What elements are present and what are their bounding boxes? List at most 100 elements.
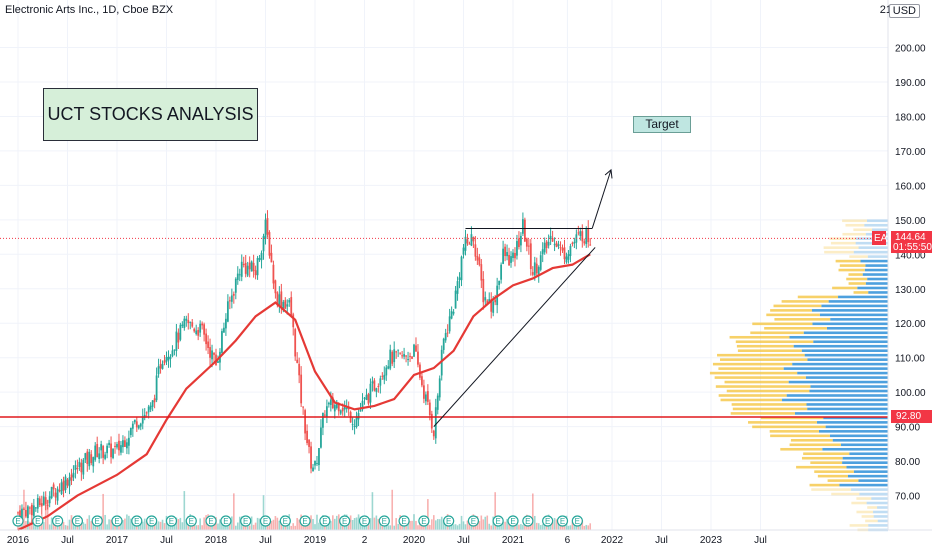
- candle-body: [337, 403, 340, 412]
- earnings-icon: [220, 515, 232, 527]
- candle-body: [361, 400, 364, 410]
- volume-bar: [494, 492, 496, 530]
- candle-body: [567, 254, 570, 260]
- volume-bar: [272, 519, 275, 530]
- candle-body: [409, 355, 411, 357]
- volume-bar: [569, 525, 572, 530]
- volume-profile-down: [846, 277, 868, 281]
- candle-body: [428, 402, 431, 416]
- candle-body: [94, 445, 97, 460]
- volume-bar: [143, 518, 146, 530]
- volume-profile-up: [867, 255, 888, 258]
- volume-profile-up: [783, 367, 888, 370]
- volume-profile-down: [718, 367, 784, 370]
- countdown: 01:55:50: [893, 242, 932, 253]
- volume-bar: [137, 524, 140, 530]
- candle-body: [108, 442, 110, 445]
- volume-profile-up: [862, 273, 888, 276]
- volume-profile-up: [846, 465, 888, 469]
- time-tick: 2020: [403, 535, 426, 546]
- volume-bar: [458, 523, 461, 530]
- volume-bar: [193, 522, 196, 530]
- candle-body: [288, 300, 291, 303]
- time-tick: 2023: [700, 535, 723, 546]
- volume-profile-down: [848, 282, 866, 285]
- volume-profile-up: [873, 510, 888, 514]
- volume-bar: [549, 523, 552, 530]
- volume-profile-down: [817, 474, 848, 478]
- candle-body: [488, 299, 491, 302]
- target-arrow: [591, 169, 612, 229]
- volume-bar: [250, 516, 253, 530]
- volume-profile-down: [810, 461, 843, 464]
- volume-profile-down: [770, 309, 812, 312]
- earnings-letter: E: [114, 517, 119, 526]
- volume-profile-down: [797, 295, 839, 299]
- price-tick: 150.00: [895, 216, 926, 227]
- candle-body: [19, 510, 21, 520]
- candle-body: [203, 324, 206, 335]
- candle-body: [139, 423, 142, 427]
- candle-body: [476, 256, 479, 261]
- volume-profile-down: [770, 434, 830, 438]
- candle-body: [112, 448, 114, 459]
- target-label[interactable]: Target: [633, 116, 691, 133]
- candle-body: [179, 324, 182, 340]
- volume-bar: [225, 523, 227, 530]
- candle-body: [375, 388, 378, 392]
- candle-body: [34, 507, 37, 509]
- candle-body: [264, 219, 267, 239]
- candle-body: [484, 297, 487, 301]
- candle-body: [565, 256, 568, 263]
- candle-body: [581, 231, 584, 242]
- volume-bar: [464, 524, 467, 530]
- volume-bar: [436, 519, 439, 530]
- volume-profile-down: [796, 465, 847, 469]
- earnings-icon: [131, 515, 143, 527]
- analysis-label-box[interactable]: UCT STOCKS ANALYSIS: [43, 88, 258, 141]
- candle-body: [195, 330, 198, 335]
- volume-profile-down: [729, 335, 790, 339]
- time-tick: Jul: [160, 535, 173, 546]
- candle-body: [508, 255, 510, 266]
- volume-bar: [274, 516, 277, 530]
- candle-body: [314, 460, 316, 466]
- volume-bar: [312, 519, 314, 530]
- volume-bar: [147, 524, 150, 530]
- volume-bar: [314, 524, 316, 530]
- candle-body: [448, 316, 451, 332]
- earnings-letter: E: [342, 517, 347, 526]
- candle-body: [173, 349, 176, 351]
- volume-bar: [490, 525, 493, 530]
- earnings-icon: [556, 515, 569, 527]
- volume-profile-up: [811, 309, 888, 312]
- earnings-icon: [467, 515, 479, 527]
- earnings-icon: [507, 515, 519, 527]
- volume-bar: [130, 518, 132, 530]
- candle-body: [236, 273, 239, 280]
- candle-body: [456, 281, 459, 294]
- candle-body: [258, 258, 261, 260]
- candle-body: [149, 405, 152, 410]
- volume-bar: [466, 520, 469, 530]
- currency-selector[interactable]: USD: [888, 4, 920, 18]
- candle-body: [141, 416, 144, 424]
- candle-body: [331, 397, 334, 409]
- volume-profile-down: [764, 327, 827, 330]
- candle-body: [272, 264, 275, 284]
- earnings-icon: [319, 515, 331, 527]
- candle-body: [292, 314, 295, 328]
- candle-body: [545, 241, 548, 249]
- candle-body: [187, 320, 190, 324]
- time-tick: 2021: [502, 535, 525, 546]
- volume-profile-up: [829, 434, 888, 438]
- volume-bar: [256, 517, 259, 530]
- volume-bar: [411, 520, 413, 530]
- candle-body: [468, 243, 471, 245]
- candle-body: [587, 228, 590, 243]
- earnings-icon: [259, 515, 272, 527]
- candle-body: [355, 416, 358, 427]
- volume-profile-down: [809, 483, 840, 487]
- candle-body: [76, 468, 79, 470]
